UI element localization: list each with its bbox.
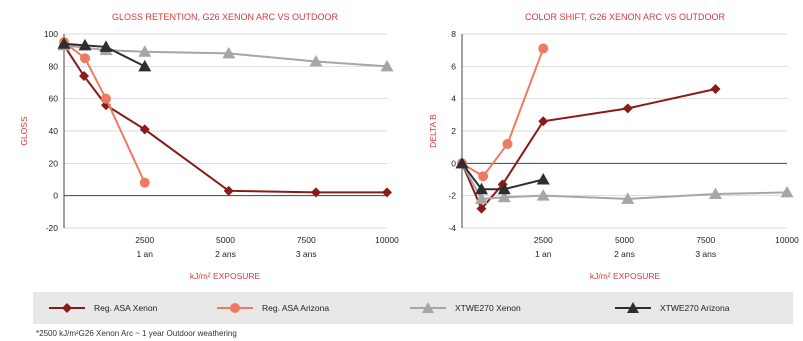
data-point: [222, 46, 236, 59]
y-tick-label: 20: [49, 158, 59, 168]
data-point: [380, 59, 394, 72]
data-point: [536, 173, 550, 185]
y-tick-label: 4: [451, 94, 456, 104]
y-tick-label: 80: [49, 61, 59, 71]
legend-marker-triangle: [410, 302, 446, 313]
data-point: [100, 93, 111, 104]
data-point: [139, 124, 150, 135]
x-tick-label: 2500: [534, 235, 553, 245]
data-point: [475, 182, 488, 195]
legend-item-xtwe270-arizona: XTWE270 Arizona: [613, 292, 729, 324]
x-tick-label: 10000: [775, 235, 799, 245]
y-tick-label: 8: [451, 29, 456, 39]
y-axis-label: DELTA B: [428, 114, 438, 148]
data-point: [536, 189, 550, 201]
x-axis-label: kJ/m² EXPOSURE: [190, 271, 261, 281]
x-axis-label: kJ/m² EXPOSURE: [590, 271, 661, 281]
data-point: [710, 83, 721, 94]
y-tick-label: -4: [448, 223, 456, 233]
chart-title: GLOSS RETENTION, G26 XENON ARC VS OUTDOO…: [112, 12, 339, 22]
legend-label: XTWE270 Arizona: [660, 303, 730, 313]
data-point: [309, 54, 323, 67]
y-axis-label: GLOSS: [19, 116, 29, 146]
data-point: [455, 156, 469, 169]
data-point: [478, 171, 489, 182]
series-line: [461, 162, 788, 200]
data-point: [709, 187, 722, 200]
series-reg-asa-arizona: [457, 43, 549, 182]
x-tick-sublabel: 3 ans: [695, 249, 716, 259]
legend-item-reg-asa-arizona: Reg. ASA Arizona: [215, 292, 329, 324]
series-line: [63, 41, 146, 184]
y-tick-label: 2: [451, 126, 456, 136]
data-point: [138, 45, 152, 57]
y-tick-label: 40: [49, 126, 59, 136]
legend-label: XTWE270 Xenon: [455, 303, 521, 313]
data-point: [79, 53, 90, 64]
data-point: [497, 190, 511, 203]
x-tick-sublabel: 1 an: [535, 249, 552, 259]
y-tick-label: -2: [448, 191, 456, 201]
legend-item-reg-asa-xenon: Reg. ASA Xenon: [47, 292, 157, 324]
x-tick-label: 10000: [375, 235, 399, 245]
x-tick-sublabel: 2 ans: [215, 249, 236, 259]
x-tick-label: 5000: [615, 235, 634, 245]
data-point: [382, 187, 392, 198]
x-tick-sublabel: 1 an: [136, 249, 153, 259]
series-line: [461, 162, 544, 191]
data-point: [475, 192, 488, 204]
data-point: [538, 116, 549, 127]
legend-item-xtwe270-xenon: XTWE270 Xenon: [408, 292, 521, 324]
data-point: [310, 187, 321, 198]
y-tick-label: 6: [451, 61, 456, 71]
data-point: [622, 103, 633, 114]
legend: Reg. ASA Xenon Reg. ASA Arizona XTWE270 …: [33, 292, 793, 324]
legend-marker-diamond: [49, 303, 85, 313]
legend-label: Reg. ASA Arizona: [262, 303, 330, 313]
series-line: [461, 48, 545, 178]
series-xtwe270-arizona: [455, 156, 550, 195]
data-point: [99, 40, 113, 52]
data-point: [57, 37, 71, 49]
chart-title: COLOR SHIFT, G26 XENON ARC VS OUTDOOR: [525, 12, 726, 22]
data-point: [780, 185, 794, 198]
x-tick-label: 7500: [297, 235, 316, 245]
series-line: [63, 42, 146, 68]
y-tick-label: 100: [44, 29, 58, 39]
y-tick-label: 0: [53, 191, 58, 201]
series-reg-asa-xenon: [457, 83, 721, 214]
series-xtwe270-arizona: [57, 37, 152, 72]
data-point: [223, 185, 234, 196]
data-point: [138, 59, 152, 72]
legend-label: Reg. ASA Xenon: [94, 303, 158, 313]
y-tick-label: 60: [49, 94, 59, 104]
data-point: [476, 203, 487, 214]
x-tick-label: 2500: [135, 235, 154, 245]
x-tick-sublabel: 2 ans: [614, 249, 635, 259]
x-tick-sublabel: 3 ans: [296, 249, 317, 259]
legend-marker-circle: [217, 303, 253, 313]
legend-marker-triangle: [615, 302, 651, 313]
data-point: [502, 138, 513, 149]
footnote: *2500 kJ/m²G26 Xenon Arc ~ 1 year Outdoo…: [36, 329, 237, 338]
data-point: [538, 43, 549, 54]
x-tick-label: 7500: [696, 235, 715, 245]
series-line: [63, 44, 387, 194]
y-tick-label: -20: [46, 223, 59, 233]
data-point: [79, 71, 90, 82]
data-point: [139, 177, 150, 188]
series-line: [63, 44, 388, 68]
data-point: [78, 38, 92, 51]
y-tick-label: 0: [451, 158, 456, 168]
data-point: [621, 192, 635, 204]
data-point: [497, 182, 511, 195]
x-tick-label: 5000: [216, 235, 235, 245]
